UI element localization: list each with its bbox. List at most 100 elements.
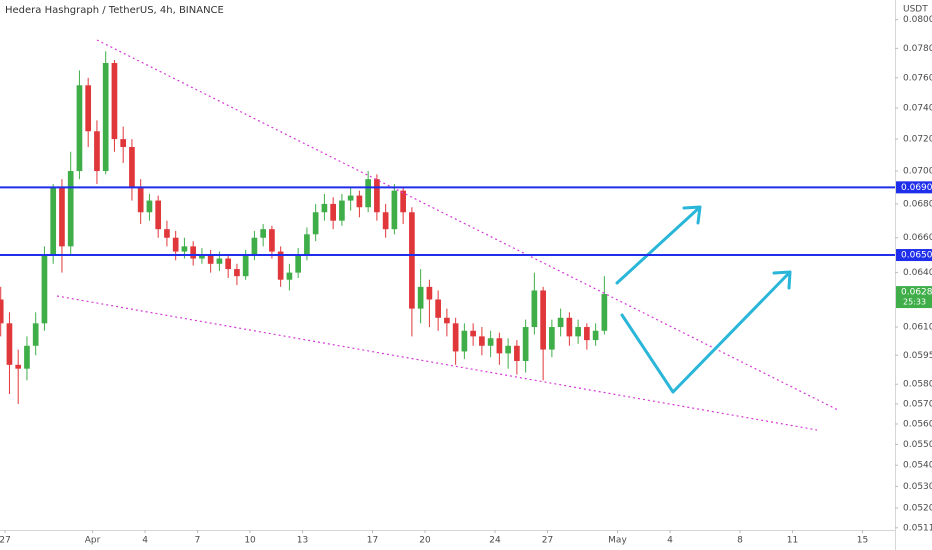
candle-body bbox=[417, 286, 424, 309]
y-tick-label: 0.0520 bbox=[903, 503, 932, 513]
x-tick-label: 10 bbox=[244, 536, 256, 546]
candle-body bbox=[76, 85, 83, 172]
candle-body bbox=[584, 327, 590, 341]
candle-body bbox=[234, 269, 240, 277]
candle-body bbox=[260, 229, 267, 238]
candle-body bbox=[32, 323, 39, 346]
y-tick-label: 0.0800 bbox=[903, 15, 932, 25]
level-label-box bbox=[896, 249, 932, 262]
candle-body bbox=[601, 294, 608, 331]
x-tick-label: 4 bbox=[142, 536, 148, 546]
candle-body bbox=[470, 330, 476, 337]
y-tick-label: 0.0560 bbox=[903, 419, 932, 429]
candle-body bbox=[330, 203, 336, 221]
level-label: 0.0650 bbox=[901, 251, 932, 261]
candle-body bbox=[592, 330, 599, 341]
x-tick-label: 8 bbox=[737, 536, 743, 546]
candle-body bbox=[146, 200, 153, 213]
candle-body bbox=[67, 171, 74, 247]
candle-body bbox=[216, 258, 223, 264]
candle-body bbox=[85, 85, 92, 132]
y-tick-label: 0.0570 bbox=[903, 399, 932, 409]
candle-body bbox=[540, 290, 546, 350]
candle-body bbox=[251, 237, 258, 256]
candle-body bbox=[102, 62, 109, 172]
candle-body bbox=[479, 336, 485, 346]
candle-body bbox=[94, 131, 100, 172]
candle-body bbox=[59, 187, 65, 247]
candle-body bbox=[444, 317, 450, 324]
x-tick-label: 15 bbox=[857, 536, 868, 546]
candle-body bbox=[549, 327, 555, 350]
candle-body bbox=[41, 255, 48, 324]
x-tick-label: 13 bbox=[297, 536, 308, 546]
candle-body bbox=[321, 203, 328, 213]
candle-body bbox=[452, 323, 459, 352]
y-tick-label: 0.0540 bbox=[903, 461, 932, 471]
candle-body bbox=[120, 139, 127, 147]
y-tick-label: 0.0720 bbox=[903, 135, 932, 145]
y-tick-label: 0.0610 bbox=[903, 323, 932, 333]
candle-body bbox=[400, 190, 406, 213]
candle-body bbox=[382, 212, 389, 230]
x-tick-label: 4 bbox=[667, 536, 673, 546]
candle-body bbox=[522, 327, 529, 361]
last-price-label: 0.0628 bbox=[901, 288, 932, 298]
y-tick-label: 0.0530 bbox=[903, 482, 932, 492]
candle-body bbox=[225, 258, 232, 270]
candle-body bbox=[164, 229, 170, 238]
x-tick-label: 20 bbox=[419, 536, 431, 546]
candle-body bbox=[347, 195, 354, 201]
candle-body bbox=[374, 179, 380, 213]
candle-body bbox=[505, 345, 511, 354]
x-tick-label: 24 bbox=[489, 536, 501, 546]
y-tick-label: 0.0680 bbox=[903, 199, 932, 209]
candle-body bbox=[137, 187, 144, 213]
candle-body bbox=[339, 200, 345, 221]
y-tick-label: 0.0780 bbox=[903, 44, 932, 54]
candle-body bbox=[172, 237, 179, 252]
candle-body bbox=[242, 255, 249, 277]
candle-body bbox=[531, 290, 538, 328]
y-tick-label: 0.0740 bbox=[903, 104, 932, 114]
chart-title: Hedera Hashgraph / TetherUS, 4h, BINANCE bbox=[5, 5, 224, 16]
y-tick-label: 0.0660 bbox=[903, 233, 932, 243]
x-tick-label: 7 bbox=[195, 536, 201, 546]
y-tick-label: 0.0640 bbox=[903, 268, 932, 278]
candle-body bbox=[575, 327, 581, 337]
candle-body bbox=[365, 179, 371, 208]
candle-body bbox=[155, 200, 162, 230]
x-tick-label: 11 bbox=[787, 536, 798, 546]
x-tick-label: 27 bbox=[0, 536, 11, 546]
level-label: 0.0690 bbox=[901, 183, 932, 193]
candle-body bbox=[129, 146, 135, 188]
lower-trendline bbox=[56, 295, 818, 431]
plot-area bbox=[0, 51, 608, 404]
candle-body bbox=[199, 255, 205, 259]
candle-body bbox=[312, 212, 319, 235]
candle-body bbox=[409, 212, 415, 309]
y-tick-label: 0.0700 bbox=[903, 167, 932, 177]
candle-body bbox=[496, 338, 503, 354]
candle-body bbox=[514, 345, 520, 361]
level-label-box bbox=[896, 181, 932, 194]
candle-body bbox=[277, 251, 284, 280]
candle-body bbox=[435, 299, 441, 318]
y-tick-label: 0.0511 bbox=[903, 523, 932, 533]
candle-body bbox=[461, 330, 468, 352]
countdown-label: 25:33 bbox=[903, 298, 926, 307]
candle-body bbox=[0, 299, 4, 324]
candle-body bbox=[50, 187, 57, 256]
x-tick-label: May bbox=[608, 536, 627, 546]
arrow-up-1 bbox=[615, 205, 702, 285]
candle-body bbox=[487, 338, 494, 346]
candle-body bbox=[295, 255, 302, 273]
projection-arrows bbox=[615, 205, 792, 394]
candle-body bbox=[15, 364, 22, 369]
x-tick-label: 17 bbox=[367, 536, 378, 546]
y-tick-label: 0.0595 bbox=[903, 351, 932, 361]
candle-body bbox=[6, 323, 13, 365]
candle-body bbox=[426, 286, 433, 300]
